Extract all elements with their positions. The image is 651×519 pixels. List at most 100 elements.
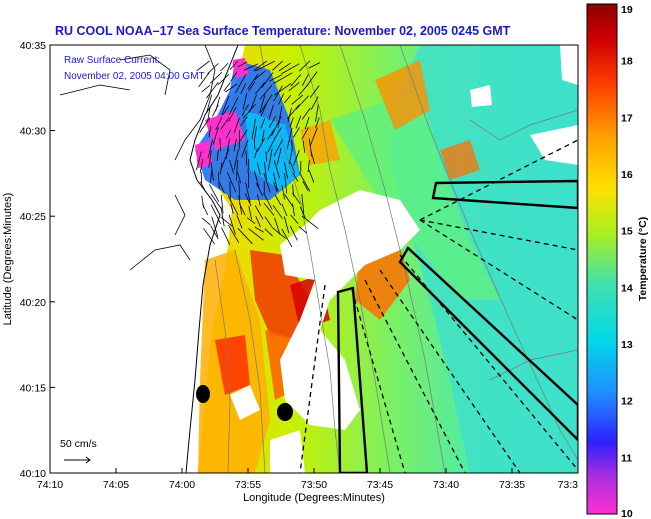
current-vector bbox=[254, 148, 258, 159]
current-vector bbox=[207, 63, 219, 75]
current-vector bbox=[269, 74, 283, 82]
current-vector bbox=[306, 71, 318, 87]
current-vector bbox=[220, 216, 232, 227]
current-vector bbox=[208, 150, 212, 168]
current-vector bbox=[239, 129, 248, 142]
current-vector bbox=[209, 184, 220, 202]
current-vector bbox=[295, 95, 309, 110]
current-vector bbox=[228, 96, 239, 115]
current-vector bbox=[273, 139, 284, 157]
current-vector bbox=[264, 161, 267, 182]
current-vector bbox=[210, 204, 221, 224]
colorbar-tick-label: 14 bbox=[621, 282, 633, 294]
current-vector bbox=[287, 107, 292, 123]
current-vector bbox=[228, 214, 236, 235]
current-vector bbox=[299, 172, 311, 192]
current-vector bbox=[235, 73, 247, 94]
current-vector bbox=[254, 205, 264, 220]
current-vector bbox=[272, 60, 284, 71]
current-legend-title: Raw Surface Current: bbox=[64, 55, 160, 66]
current-vector bbox=[241, 139, 249, 158]
y-tick-label: 40:30 bbox=[20, 126, 46, 138]
x-tick-label: 74:00 bbox=[169, 479, 195, 491]
current-vector bbox=[292, 203, 295, 217]
current-vector bbox=[248, 228, 264, 241]
current-vector bbox=[267, 138, 276, 153]
x-tick-label: 74:10 bbox=[37, 479, 63, 491]
current-vector bbox=[273, 172, 279, 192]
current-vector bbox=[208, 125, 212, 138]
current-vector bbox=[281, 63, 300, 75]
colorbar-tick-label: 15 bbox=[621, 226, 633, 238]
current-vector bbox=[284, 172, 288, 194]
current-vector bbox=[273, 72, 293, 84]
colorbar-tick-label: 19 bbox=[621, 4, 633, 16]
current-vector bbox=[257, 194, 261, 206]
current-vector bbox=[283, 94, 292, 104]
current-vector bbox=[281, 203, 288, 217]
y-tick-label: 40:25 bbox=[20, 211, 46, 223]
current-vector bbox=[251, 118, 256, 140]
x-tick-label: 74:05 bbox=[103, 479, 129, 491]
colorbar-label: Temperature (°C) bbox=[637, 217, 649, 302]
current-vector bbox=[211, 216, 219, 237]
current-vector bbox=[261, 72, 274, 88]
y-axis: 40:35 40:30 40:25 40:20 40:15 40:10 bbox=[20, 40, 55, 480]
current-vector bbox=[301, 74, 309, 86]
current-vector bbox=[291, 192, 301, 204]
current-vector bbox=[210, 225, 219, 240]
current-vector bbox=[240, 116, 248, 127]
current-vector bbox=[255, 216, 261, 228]
current-vector bbox=[215, 117, 223, 131]
current-vector bbox=[210, 193, 223, 210]
current-vector bbox=[207, 139, 213, 159]
x-tick-label: 73:35 bbox=[499, 479, 525, 491]
current-vector bbox=[298, 60, 311, 72]
current-vector bbox=[278, 93, 284, 105]
current-vector bbox=[233, 138, 237, 152]
current-vector bbox=[309, 85, 320, 98]
current-vector bbox=[293, 149, 300, 166]
y-axis-label: Latitude (Degrees:Minutes) bbox=[2, 193, 14, 326]
current-vector bbox=[273, 181, 278, 192]
current-vector bbox=[233, 117, 240, 134]
current-vector bbox=[209, 170, 213, 183]
current-vector bbox=[308, 170, 315, 183]
current-vector bbox=[237, 171, 242, 184]
current-vector bbox=[246, 217, 256, 225]
current-vector bbox=[222, 105, 229, 115]
current-vector bbox=[283, 216, 290, 234]
current-vector bbox=[220, 62, 229, 72]
current-vector bbox=[295, 115, 302, 129]
current-vector bbox=[289, 117, 294, 128]
current-vector bbox=[289, 225, 298, 241]
current-vector bbox=[228, 106, 237, 122]
current-vector bbox=[220, 117, 230, 130]
current-vector bbox=[274, 194, 282, 206]
current-vector bbox=[237, 61, 248, 68]
current-vector bbox=[301, 194, 305, 214]
current-vector bbox=[237, 228, 253, 245]
surface-current-vectors bbox=[196, 60, 321, 248]
map-plot-area: Raw Surface Current: November 02, 2005 0… bbox=[50, 45, 578, 473]
current-vector bbox=[302, 140, 306, 153]
colorbar-tick-label: 16 bbox=[621, 169, 633, 181]
current-vector bbox=[220, 206, 225, 227]
current-vector bbox=[238, 202, 246, 216]
current-vector bbox=[299, 206, 306, 218]
current-vector bbox=[259, 94, 266, 113]
x-tick-label: 73:45 bbox=[367, 479, 393, 491]
current-vector bbox=[248, 205, 252, 220]
coastline bbox=[185, 45, 239, 473]
x-tick-label: 73:3 bbox=[558, 479, 579, 491]
current-vector bbox=[274, 217, 281, 235]
current-vector bbox=[203, 228, 216, 245]
sector-radials bbox=[299, 139, 578, 473]
y-tick-label: 40:20 bbox=[20, 297, 46, 309]
transect-box-southeast bbox=[398, 246, 578, 442]
current-vector bbox=[226, 172, 237, 193]
current-vector bbox=[277, 106, 283, 128]
current-vector bbox=[206, 81, 219, 99]
current-vector bbox=[207, 105, 211, 123]
